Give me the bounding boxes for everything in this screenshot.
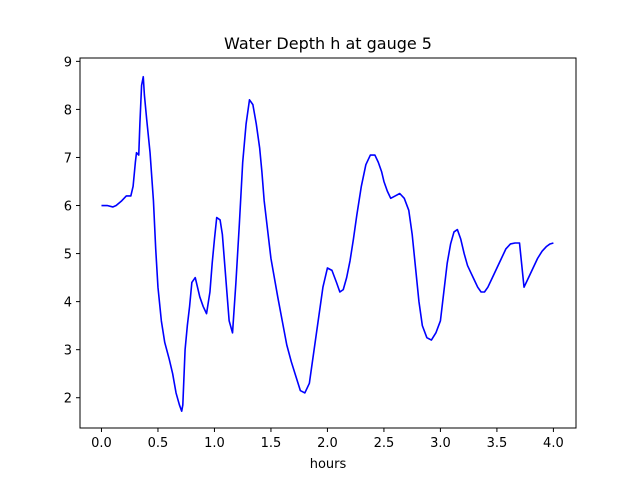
x-tick-label: 3.5	[487, 436, 508, 451]
y-tick-label: 2	[64, 392, 72, 407]
y-tick-label: 4	[64, 296, 72, 311]
series-layer	[101, 75, 554, 412]
series-line-0	[101, 75, 554, 412]
y-tick-label: 9	[64, 55, 72, 70]
x-axis-label: hours	[310, 457, 347, 472]
y-tick-label: 7	[64, 151, 72, 166]
x-tick-label: 0.0	[91, 436, 112, 451]
x-tick-label: 2.5	[374, 436, 395, 451]
y-tick-label: 5	[64, 248, 72, 263]
plot-frame	[79, 57, 577, 429]
x-tick-label: 1.5	[261, 436, 282, 451]
y-tick-label: 3	[64, 344, 72, 359]
x-tick-label: 1.0	[204, 436, 225, 451]
x-tick-label: 0.5	[148, 436, 169, 451]
axis-layer: 0.0 0.5 1.0 1.5 2.0 2.5 3.0 3.5 4.0 2 3 4 5 6 7 8 9	[64, 55, 564, 451]
y-tick-label: 8	[64, 103, 72, 118]
plot-area	[80, 58, 576, 428]
y-tick-label: 6	[64, 200, 72, 215]
x-tick-label: 3.0	[430, 436, 451, 451]
chart-title: Water Depth h at gauge 5	[224, 34, 432, 53]
x-tick-label: 2.0	[317, 436, 338, 451]
x-tick-label: 4.0	[543, 436, 564, 451]
